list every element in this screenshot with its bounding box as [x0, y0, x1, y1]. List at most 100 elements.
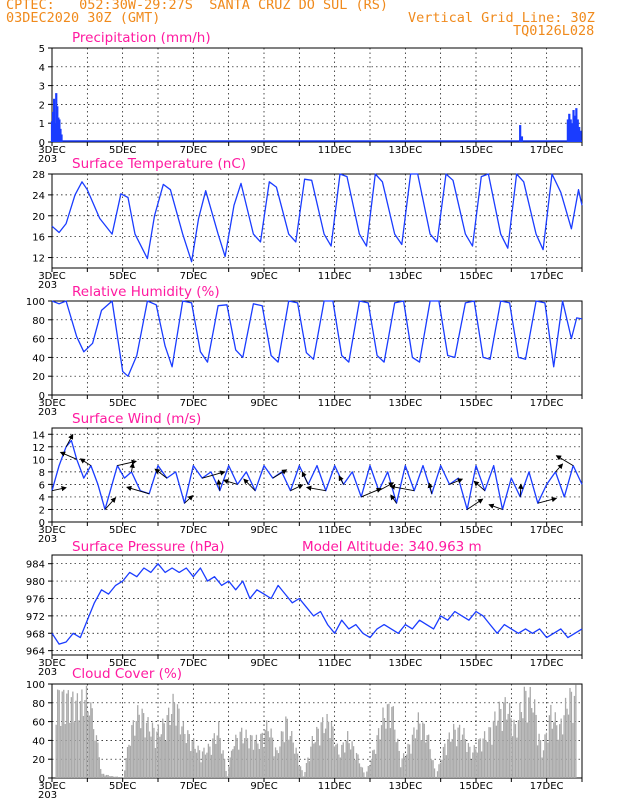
- cloud-bar: [522, 718, 524, 778]
- rh-xtick-label: 3DEC: [38, 398, 65, 409]
- cloud-bar: [458, 724, 461, 778]
- cloud-bar: [327, 721, 330, 778]
- cloud-bar: [395, 742, 397, 778]
- temp-xtick-label: 5DEC: [109, 271, 136, 282]
- cloud-bar: [545, 732, 548, 778]
- cloud-bar: [500, 709, 502, 778]
- cloud-bar: [319, 745, 321, 778]
- cloud-bar: [70, 697, 72, 778]
- cloud-bar: [473, 745, 475, 778]
- cloud-bar: [148, 731, 151, 778]
- cloud-bar: [397, 738, 399, 778]
- cloud-bar: [179, 734, 182, 778]
- cloud-bar: [563, 715, 565, 778]
- cloud-bar: [160, 734, 162, 778]
- temp-xtick-label: 17DEC: [530, 271, 564, 282]
- cloud-bar: [313, 743, 315, 778]
- cloud-bar: [154, 747, 157, 778]
- cloud-bar: [525, 690, 527, 778]
- cloud-bar: [230, 750, 233, 778]
- precip-xtick-label: 15DEC: [459, 145, 493, 156]
- cloud-bar: [232, 749, 234, 778]
- cloud-bar: [238, 749, 240, 778]
- cloud-bar: [411, 734, 414, 778]
- rh-ytick-label: 20: [32, 372, 45, 383]
- pressure-series-line: [51, 563, 583, 645]
- cloud-bar: [461, 734, 464, 778]
- cloud-bar: [532, 712, 534, 778]
- cloud-bar: [116, 776, 118, 778]
- cloud-bar: [360, 766, 362, 778]
- cloud-bar: [102, 773, 105, 778]
- cloud-bar: [470, 759, 472, 778]
- cloud-bar: [538, 733, 540, 778]
- cloud-bar: [417, 712, 419, 778]
- cloud-bar: [472, 752, 474, 778]
- cloud-bar: [561, 734, 564, 778]
- cloud-bar: [128, 744, 130, 778]
- precip-bar: [520, 136, 524, 142]
- cloud-bar: [503, 702, 505, 778]
- wind-ytick-label: 14: [32, 430, 45, 441]
- cloud-bar: [294, 753, 296, 778]
- wind-arrow: [338, 475, 344, 485]
- temp-ytick-label: 12: [32, 254, 45, 265]
- cloud-bar: [481, 751, 483, 778]
- cloud-bar: [308, 761, 311, 778]
- cloud-bar: [298, 765, 300, 778]
- cloud-bar: [369, 765, 371, 778]
- cloud-bar: [514, 724, 517, 778]
- cloud-bar: [132, 720, 134, 778]
- cloud-bar: [310, 746, 312, 778]
- wind-arrow: [360, 487, 382, 498]
- cloud-bar: [570, 691, 573, 778]
- cloud-bar: [301, 770, 303, 778]
- cloud-bar: [58, 690, 60, 778]
- cloud-bar: [209, 746, 211, 778]
- cloud-bar: [485, 740, 487, 778]
- cloud-bar: [135, 721, 137, 778]
- cloud-bar: [550, 704, 552, 778]
- cloud-bar: [430, 760, 433, 778]
- cloud-bar: [246, 738, 249, 778]
- wind-panel: [48, 427, 583, 526]
- cloud-xtick-label: 5DEC: [109, 781, 136, 792]
- cloud-bar: [243, 738, 246, 778]
- cloud-bar: [510, 718, 512, 778]
- wind-frame: [51, 427, 583, 523]
- cloud-bar: [344, 752, 346, 778]
- cloud-bar: [255, 734, 258, 778]
- precip-bar: [519, 125, 522, 142]
- wind-arrow: [518, 483, 524, 497]
- cloud-bar: [151, 722, 154, 778]
- cloud-bar: [302, 776, 305, 778]
- cloud-bar: [361, 767, 364, 778]
- cloud-bar: [254, 741, 256, 778]
- header-line-1: CPTEC: 052:30W-29:27S SANTA CRUZ DO SUL …: [6, 0, 389, 13]
- cloud-bar: [447, 739, 449, 778]
- cloud-bar: [410, 753, 412, 778]
- cloud-bar: [153, 727, 155, 778]
- wind-xtick-label: 7DEC: [180, 525, 207, 536]
- rh-xtick-label: 11DEC: [318, 398, 352, 409]
- cloud-bar: [82, 715, 85, 778]
- cloud-bar: [314, 742, 316, 778]
- precip-bar: [569, 119, 572, 142]
- cloud-bar: [506, 719, 508, 778]
- cloud-bar: [336, 743, 339, 778]
- cloud-bar: [233, 746, 235, 778]
- temp-ytick-label: 24: [32, 191, 45, 202]
- temp-xtick-label: 3DEC: [38, 271, 65, 282]
- cloud-bar: [72, 691, 74, 778]
- cloud-bar: [264, 729, 266, 778]
- cloud-bar: [75, 700, 77, 778]
- temp-xtick-label: 11DEC: [318, 271, 352, 282]
- cloud-ytick-label: 0: [39, 774, 45, 785]
- cloud-bar: [197, 745, 199, 778]
- pressure-altitude: Model Altitude: 340.963 m: [302, 539, 482, 555]
- cloud-xtick-label: 3DEC: [38, 781, 65, 792]
- cloud-bar: [106, 774, 108, 778]
- cloud-bar: [203, 747, 205, 778]
- wind-ytick-label: 6: [39, 480, 45, 491]
- cloud-bar: [405, 754, 408, 778]
